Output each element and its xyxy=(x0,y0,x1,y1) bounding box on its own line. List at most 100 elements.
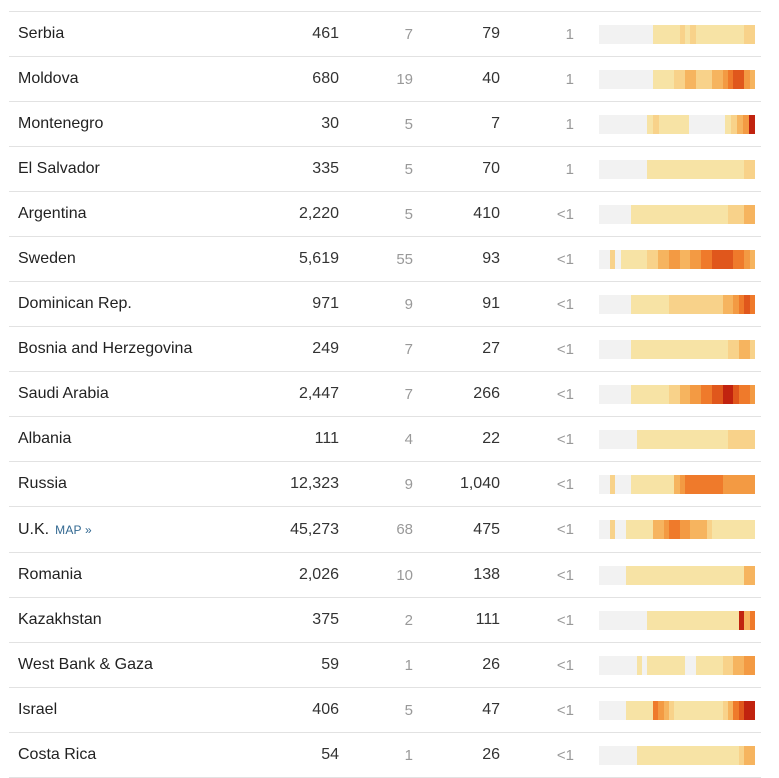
trend-cell xyxy=(665,114,671,134)
country-label: Saudi Arabia xyxy=(18,385,109,402)
trend-cell xyxy=(647,384,653,404)
trend-cell xyxy=(663,69,669,89)
trend-cell xyxy=(722,159,728,179)
trend-cell xyxy=(625,429,632,449)
trend-cell xyxy=(701,69,707,89)
trend-cell xyxy=(690,610,696,630)
trend-cell xyxy=(609,700,616,720)
trend-cell xyxy=(668,610,675,630)
trend-cell xyxy=(722,565,728,585)
total-cases: 680 xyxy=(312,70,339,87)
trend-cell xyxy=(674,655,680,675)
trend-cell xyxy=(744,565,750,585)
new-cases: 9 xyxy=(404,475,413,493)
trend-cell xyxy=(636,474,642,494)
trend-cell xyxy=(658,429,664,449)
trend-cell xyxy=(685,520,691,539)
trend-cell xyxy=(604,69,610,89)
new-cases: 7 xyxy=(404,385,413,403)
trend-cell xyxy=(642,339,648,359)
trend-cell xyxy=(642,474,648,494)
trend-cell xyxy=(625,294,632,314)
country-name: Saudi Arabia xyxy=(18,372,109,416)
country-label: West Bank & Gaza xyxy=(18,656,153,673)
new-deaths: 1 xyxy=(565,70,574,88)
trend-cell xyxy=(685,294,691,314)
trend-cell xyxy=(722,294,728,314)
trend-cell xyxy=(738,384,745,404)
trend-cell xyxy=(695,429,702,449)
trend-cell xyxy=(631,339,637,359)
trend-cell xyxy=(658,339,664,359)
trend-cell xyxy=(620,384,626,404)
trend-cell xyxy=(695,159,702,179)
table-row: Dominican Rep. 971 9 91 <1 xyxy=(9,282,761,327)
trend-cell xyxy=(599,294,605,314)
trend-cell xyxy=(695,339,702,359)
trend-cell xyxy=(706,565,712,585)
trend-cell xyxy=(728,384,734,404)
trend-cell xyxy=(738,294,745,314)
trend-cell xyxy=(668,249,675,269)
trend-cell xyxy=(701,745,707,765)
trend-cell xyxy=(668,294,675,314)
trend-cell xyxy=(711,745,718,765)
country-name: Dominican Rep. xyxy=(18,282,132,326)
new-deaths: <1 xyxy=(556,295,574,313)
trend-cell xyxy=(652,204,659,224)
trend-cell xyxy=(609,69,616,89)
trend-cell xyxy=(733,474,739,494)
trend-cell xyxy=(722,655,728,675)
trend-cell xyxy=(636,204,642,224)
map-link[interactable]: MAP » xyxy=(55,522,92,537)
table-row: Argentina 2,220 5 410 <1 xyxy=(9,192,761,237)
trend-cell xyxy=(722,745,728,765)
total-deaths: 22 xyxy=(482,430,500,447)
trend-cell xyxy=(631,204,637,224)
trend-heatmap-bar xyxy=(599,69,755,89)
total-deaths: 138 xyxy=(473,566,500,583)
trend-cell xyxy=(658,24,664,44)
trend-cell xyxy=(625,339,632,359)
trend-cell xyxy=(636,520,642,539)
trend-cell xyxy=(625,249,632,269)
trend-cell xyxy=(725,114,731,134)
trend-cell xyxy=(701,474,707,494)
trend-cell xyxy=(733,520,739,539)
trend-cell xyxy=(679,655,685,675)
trend-cell xyxy=(733,159,739,179)
trend-heatmap-bar xyxy=(599,114,755,134)
trend-cell xyxy=(685,745,691,765)
trend-cell xyxy=(609,159,616,179)
trend-cell xyxy=(738,565,745,585)
trend-cell xyxy=(690,384,696,404)
trend-cell xyxy=(717,384,723,404)
trend-cell xyxy=(728,159,734,179)
trend-cell xyxy=(674,69,680,89)
trend-cell xyxy=(706,159,712,179)
trend-cell xyxy=(685,655,691,675)
trend-cell xyxy=(642,429,648,449)
trend-cell xyxy=(695,69,702,89)
trend-cell xyxy=(642,520,648,539)
trend-cell xyxy=(599,565,605,585)
trend-sparkline xyxy=(599,57,755,101)
trend-heatmap-bar xyxy=(599,700,755,720)
trend-cell xyxy=(652,384,659,404)
trend-cell xyxy=(636,745,642,765)
trend-cell xyxy=(749,69,755,89)
trend-cell xyxy=(641,114,647,134)
new-deaths: <1 xyxy=(556,611,574,629)
trend-cell xyxy=(668,204,675,224)
trend-cell xyxy=(728,745,734,765)
trend-cell xyxy=(620,294,626,314)
trend-cell xyxy=(636,429,642,449)
country-label: Bosnia and Herzegovina xyxy=(18,340,193,357)
country-label: Romania xyxy=(18,566,83,583)
trend-cell xyxy=(642,745,648,765)
trend-cell xyxy=(738,204,745,224)
trend-cell xyxy=(631,24,637,44)
trend-cell xyxy=(663,204,669,224)
country-name: Sweden xyxy=(18,237,76,281)
trend-cell xyxy=(749,384,755,404)
